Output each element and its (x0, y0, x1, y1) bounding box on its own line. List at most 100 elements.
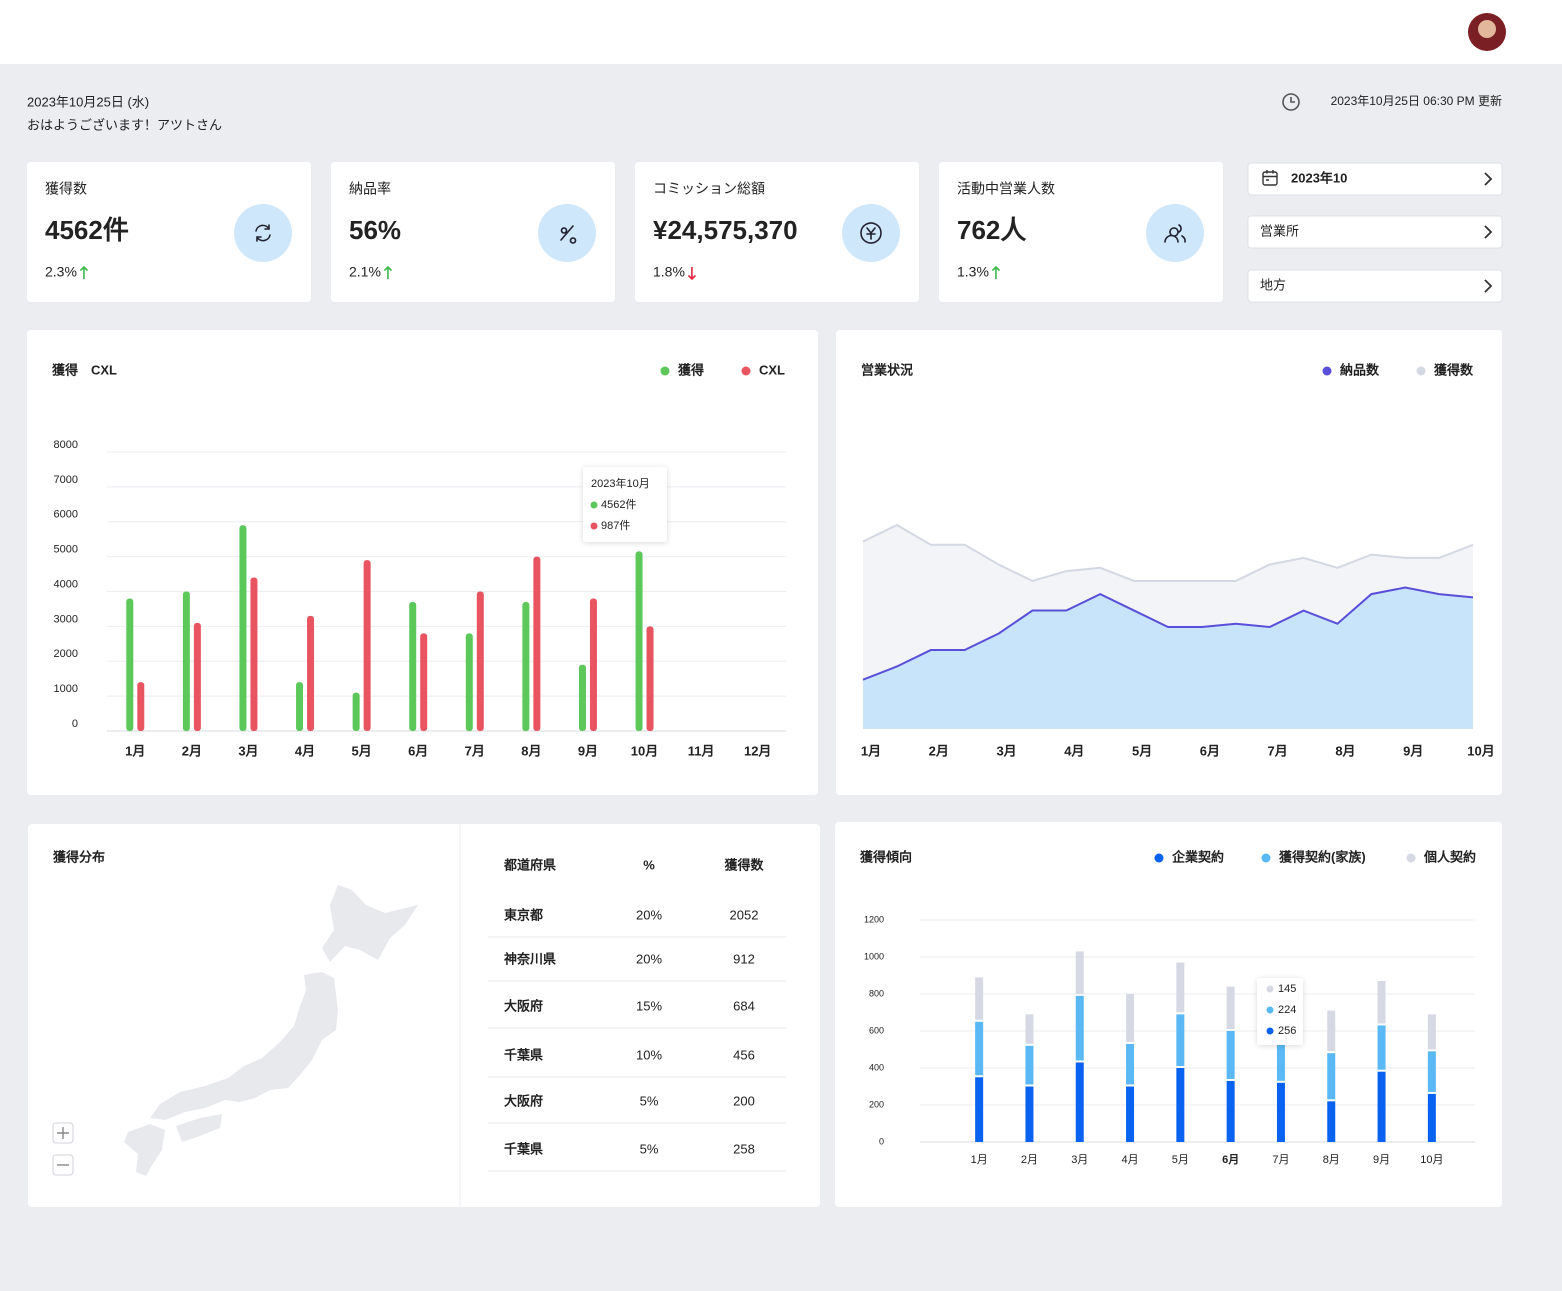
clock-icon (1282, 93, 1300, 111)
legend-dot (741, 366, 751, 376)
zoom-icon (57, 1127, 69, 1139)
bar-segment (1276, 1082, 1285, 1142)
x-tick-label: 9月 (1373, 1154, 1390, 1166)
tooltip-dot (1266, 1006, 1274, 1014)
kpi-card (939, 162, 1223, 302)
filter-select[interactable] (1247, 215, 1503, 249)
y-tick-label: 1000 (864, 951, 884, 961)
bar (193, 622, 201, 731)
date: 2023年10月25日 (水) (27, 94, 149, 109)
x-tick-label: 8月 (1323, 1154, 1340, 1166)
map-kyushu (124, 1124, 165, 1176)
bar (646, 626, 654, 731)
area-line (862, 523, 1474, 583)
top-bar (0, 0, 1562, 64)
bar (465, 633, 473, 731)
x-tick-label: 4月 (1121, 1154, 1138, 1166)
bar-segment (1327, 1101, 1336, 1142)
legend-label: 企業契約 (1171, 849, 1224, 864)
tooltip-item: 4562件 (601, 498, 636, 511)
table-header: 都道府県 (503, 857, 556, 872)
bar (296, 682, 304, 731)
bar (578, 664, 586, 731)
y-tick-label: 3000 (54, 613, 78, 625)
x-tick-label: 2月 (929, 743, 949, 758)
chart-title: 獲得 CXL (52, 362, 117, 377)
map-honshu (150, 972, 338, 1120)
x-tick-label: 2月 (1021, 1154, 1038, 1166)
filter-label: 2023年10 (1291, 170, 1347, 185)
y-tick-label: 0 (879, 1136, 884, 1146)
y-tick-label: 4000 (54, 578, 78, 590)
map-shikoku (176, 1114, 222, 1142)
table-cell: 20% (636, 907, 662, 922)
kpi-value: 762人 (957, 215, 1026, 245)
bar (126, 598, 134, 731)
chevron (1484, 225, 1493, 239)
calendar-icon (1262, 171, 1278, 186)
bar (137, 682, 145, 731)
map-title: 獲得分布 (53, 849, 105, 864)
bar (589, 598, 597, 731)
legend-label: CXL (759, 362, 785, 377)
legend-dot (1322, 366, 1332, 376)
x-tick-label: 5月 (1172, 1154, 1189, 1166)
chart-title: 獲得傾向 (860, 849, 912, 864)
bar-segment (1075, 1062, 1084, 1142)
legend-dot (1154, 853, 1164, 863)
legend-label: 納品数 (1340, 362, 1380, 377)
x-tick-label: 10月 (1420, 1154, 1443, 1166)
kpi-card (331, 162, 615, 302)
kpi-card (27, 162, 311, 302)
table-cell: 15% (636, 998, 662, 1013)
area-line (862, 586, 1474, 681)
x-tick-label: 8月 (1335, 743, 1355, 758)
bar-segment (1276, 1036, 1285, 1081)
x-tick-label: 4月 (295, 743, 315, 758)
filter-select[interactable] (1247, 269, 1503, 303)
x-tick-label: 10月 (631, 743, 658, 758)
table-cell: 千葉県 (504, 1141, 543, 1156)
table-cell: 10% (636, 1047, 662, 1062)
table-cell: 大阪府 (504, 1093, 543, 1108)
y-tick-label: 200 (869, 1099, 884, 1109)
table-cell: 神奈川県 (504, 951, 556, 966)
y-tick-label: 600 (869, 1025, 884, 1035)
filter-label: 地方 (1260, 277, 1286, 292)
table-cell: 200 (733, 1093, 755, 1108)
kpi-value: 56% (349, 215, 401, 245)
filter-select[interactable] (1247, 162, 1503, 196)
bar (363, 560, 371, 731)
bar (250, 577, 258, 731)
trend-arrow (383, 265, 392, 279)
x-tick-label: 6月 (1222, 1153, 1239, 1166)
y-tick-label: 7000 (54, 474, 78, 486)
x-tick-label: 2月 (182, 743, 202, 758)
kpi-card (635, 162, 919, 302)
table-header: 獲得数 (724, 857, 764, 872)
kpi-label: 獲得数 (45, 181, 87, 197)
y-tick-label: 8000 (54, 439, 78, 451)
legend-dot (1406, 853, 1416, 863)
bar-segment (1377, 1025, 1386, 1070)
x-tick-label: 7月 (1268, 743, 1288, 758)
kpi-label: 納品率 (349, 181, 391, 197)
bar-segment (1327, 1010, 1336, 1052)
legend-dot (660, 366, 670, 376)
table-cell: 東京都 (504, 907, 543, 922)
bar (635, 551, 643, 731)
kpi-label: 活動中営業人数 (957, 181, 1055, 197)
bar (533, 556, 541, 731)
chart-card (835, 822, 1502, 1207)
kpi-icon-bg (234, 204, 292, 262)
table-cell: 684 (733, 998, 755, 1013)
x-tick-label: 4月 (1064, 743, 1084, 758)
bar (307, 615, 315, 731)
tooltip (583, 467, 667, 542)
table-cell: 5% (640, 1141, 659, 1156)
bar-segment (1327, 1053, 1336, 1100)
trend-arrow (687, 267, 696, 281)
table-cell: 2052 (730, 907, 759, 922)
